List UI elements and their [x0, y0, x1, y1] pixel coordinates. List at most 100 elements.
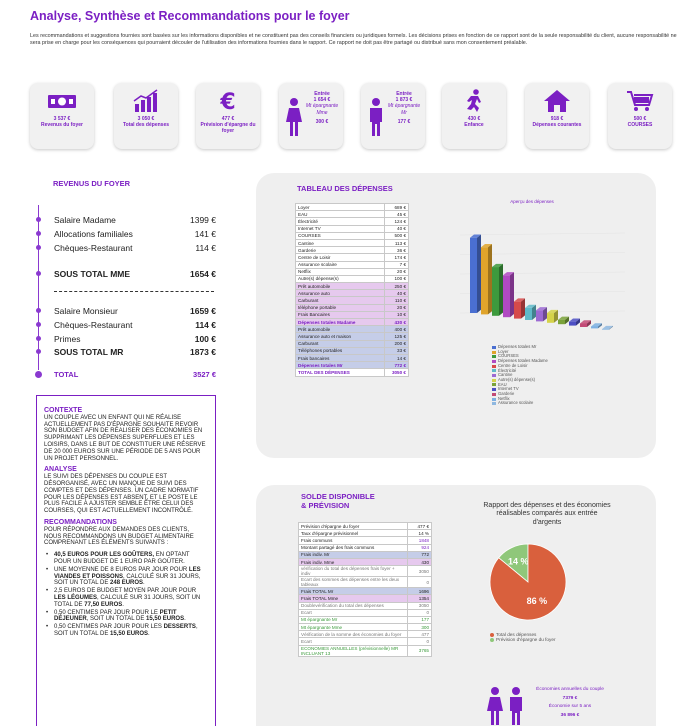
saving-label: Mt épargnante Mr [387, 103, 421, 116]
bar-side [598, 323, 602, 329]
timeline-line [38, 205, 39, 370]
table-cell-label: EAU [295, 210, 385, 219]
bar-top [536, 307, 547, 311]
timeline-dot [36, 271, 41, 276]
legend-label: COURSES [498, 353, 519, 359]
table-cell-value: 3050 [407, 601, 432, 610]
legend-swatch [492, 397, 496, 401]
table-cell-value: 772 € [384, 361, 409, 370]
table-cell-label: Assurance auto [295, 289, 385, 298]
legend-item: Dépenses totales Mr [492, 344, 548, 350]
table-cell-value: 20 € [384, 303, 409, 312]
bar-side [510, 272, 514, 318]
table-cell-value: 10 € [384, 310, 409, 320]
table-cell-label: Carburant [295, 339, 385, 348]
table-cell-label: Ecart [298, 637, 408, 646]
table-row: Frais TOTAL Mme 1354 [298, 594, 432, 603]
bar [525, 307, 532, 320]
depenses-bar-chart: Aperçu des dépenses [459, 199, 626, 330]
table-cell-label: Netflix [295, 267, 385, 276]
revenu-subtotal-row: SOUS TOTAL MME 1654 € [54, 269, 216, 279]
table-cell-value: 0 [407, 608, 432, 617]
tile-label: COURSES [627, 122, 653, 129]
table-row: Loyer 689 € [295, 202, 409, 212]
table-cell-value: 177 [407, 615, 432, 625]
table-cell-value: 400 € [384, 325, 409, 334]
bar-side [609, 325, 613, 330]
tile-value: 477 € [221, 116, 235, 122]
table-cell-value: 924 [407, 543, 432, 552]
table-row: TOTAL DES DÉPENSES 3050 € [295, 368, 409, 377]
table-cell-label: Ecart [298, 608, 408, 617]
table-cell-label: Centre de Loisir [295, 253, 385, 262]
table-row: Taux d'épargne prévisionnel 14 % [298, 529, 432, 538]
pie-data-label: 86 % [527, 596, 548, 606]
table-cell-value: 250 € [384, 282, 409, 291]
table-cell-value: 40 € [384, 289, 409, 298]
legend-swatch [492, 355, 496, 359]
table-row: Assurance auto et maison 125 € [295, 332, 409, 341]
timeline-dot [35, 371, 42, 378]
table-row: Ecart 0 [298, 637, 432, 646]
context-heading: CONTEXTE [44, 407, 83, 414]
timeline-dot [36, 349, 41, 354]
table-cell-label: Frais Bancaires [295, 310, 385, 320]
revenu-row: Chèques-Restaurant 114 € [54, 320, 216, 330]
timeline-dot [36, 217, 41, 222]
bar [492, 267, 499, 316]
legend-swatch [492, 364, 496, 368]
table-row: Dépenses totales Mr 772 € [295, 361, 409, 370]
table-cell-value: 430 [407, 557, 432, 567]
legend-swatch [492, 350, 496, 354]
tile-value: 500 € [633, 116, 647, 122]
solde-table: Prévision d'épargne du foyer 477 € Taux d'… [298, 521, 432, 657]
bar-side [565, 316, 569, 325]
recommandations-text: POUR RÉPONDRE AUX DEMANDES DES CLIENTS, … [44, 526, 194, 547]
table-row: Électricité 124 € [295, 217, 409, 226]
cash-icon [48, 95, 76, 108]
bar-top [492, 263, 503, 268]
table-cell-value: 772 [407, 550, 432, 559]
svg-text:€: € [219, 90, 235, 113]
revenu-total-row: TOTAL 3527 € [54, 370, 216, 379]
tile-revenus: 3 537 € Revenus du foyer [30, 83, 94, 149]
table-cell-label: TOTAL DES DÉPENSES [295, 368, 385, 377]
running-child-icon [467, 89, 481, 112]
page-title: Analyse, Synthèse et Recommandations pou… [30, 9, 350, 23]
table-row: Cantine 113 € [295, 238, 409, 248]
table-cell-label: Taux d'épargne prévisionnel [298, 529, 408, 538]
legend-item: Dépenses totales Madame [492, 358, 548, 364]
table-cell-label: Prêt automobile [295, 325, 385, 334]
table-row: Prêt automobile 400 € [295, 325, 409, 334]
table-cell-value: 36 € [384, 246, 409, 255]
table-row: COURSES 500 € [295, 231, 409, 240]
woman-icon [286, 98, 302, 136]
table-cell-value: 110 € [384, 296, 409, 305]
bar-top [558, 316, 569, 320]
analyse-heading: ANALYSE [44, 466, 77, 474]
table-cell-value: 3050 € [384, 368, 409, 377]
tile-label: Total des dépenses [122, 122, 170, 129]
table-cell-label: Frais communs [298, 536, 408, 545]
table-row: Prévision d'épargne du foyer 477 € [298, 521, 432, 531]
legend-item: Centre de Loisir [492, 363, 548, 369]
pie-title: Rapport des dépenses et des économies ré… [483, 502, 611, 526]
legend-item: Assurance scolaire [492, 401, 548, 406]
legend-label: Internet TV [498, 386, 519, 392]
legend-label: Dépenses totales Madame [498, 358, 548, 364]
chart-title: Aperçu des dépenses [510, 199, 554, 204]
legend-item: Total des dépenses [490, 632, 556, 637]
table-cell-value: 500 € [384, 231, 409, 240]
legend-swatch [492, 374, 496, 378]
depenses-table: Loyer 689 € EAU 45 € Électricité 124 € Interne… [295, 202, 409, 377]
revenu-row: Chèques-Restaurant 114 € [54, 243, 216, 253]
bar [514, 301, 521, 319]
entry-value: 1 873 € [395, 97, 413, 104]
table-cell-label: Carburant [295, 296, 385, 305]
table-cell-label: Vérification de la somme des économies d… [298, 630, 408, 639]
bar-top [525, 304, 536, 308]
bar-top [514, 298, 525, 302]
table-cell-value: 14 % [407, 529, 432, 538]
list-item: 0,50 CENTIMES PAR JOUR POUR LE PETIT DÉJ… [46, 610, 208, 624]
separator [54, 291, 214, 292]
